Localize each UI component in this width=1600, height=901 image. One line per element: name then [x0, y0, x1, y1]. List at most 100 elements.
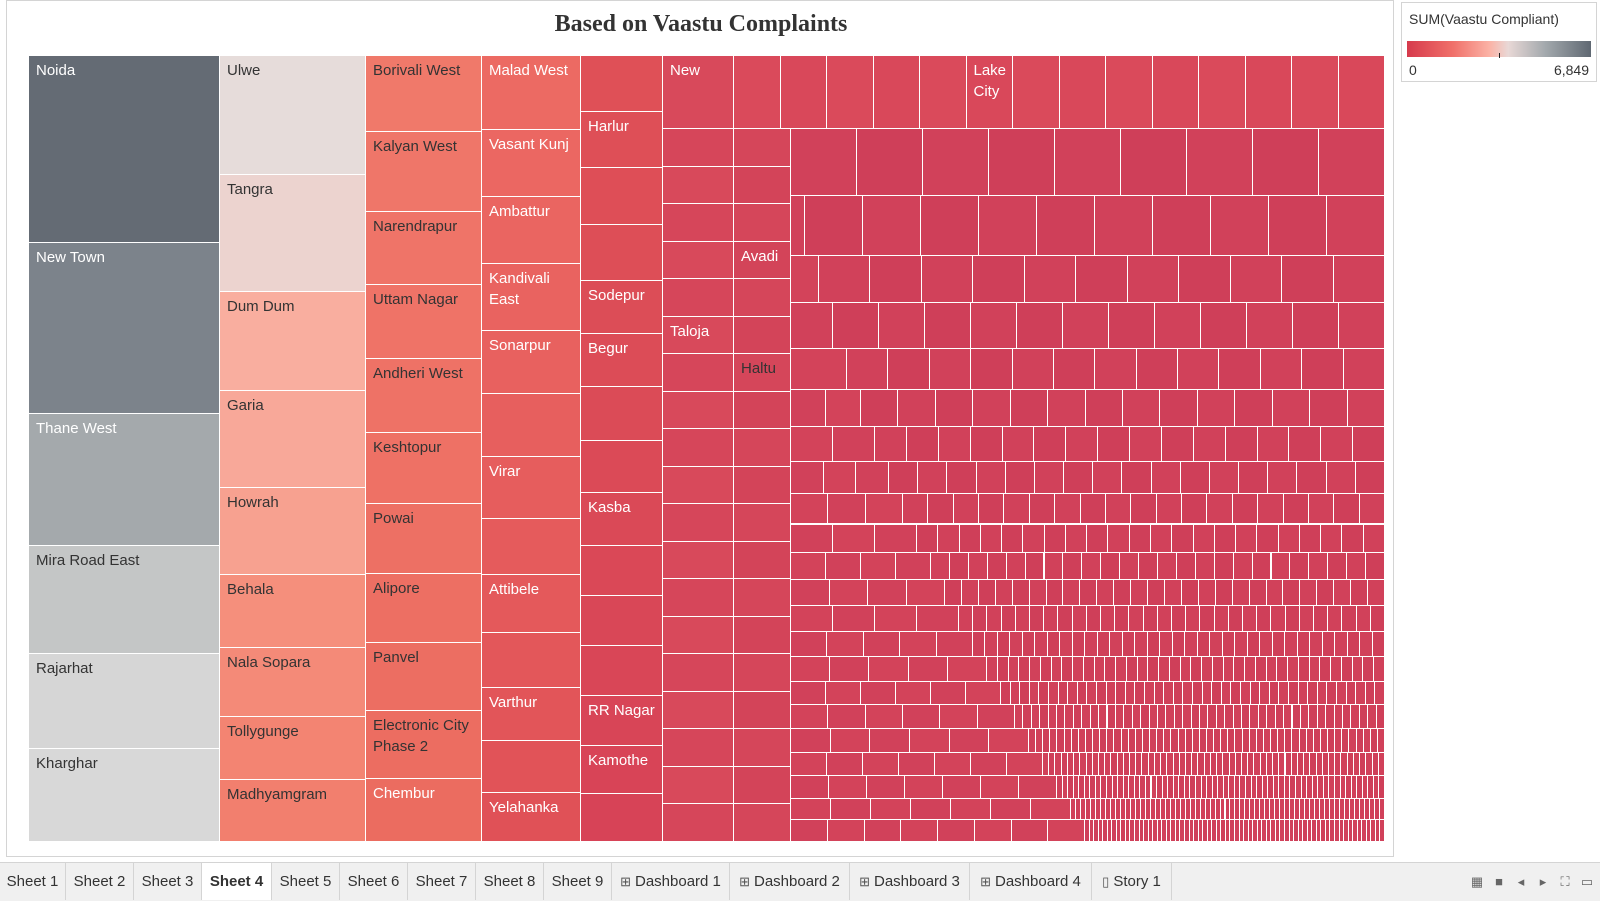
treemap-cell[interactable]	[791, 524, 833, 553]
treemap-cell[interactable]	[1240, 798, 1246, 821]
treemap-cell[interactable]	[1165, 798, 1171, 821]
treemap-cell[interactable]: New Town	[29, 242, 220, 415]
treemap-cell[interactable]	[1180, 461, 1210, 495]
treemap-cell[interactable]	[1205, 798, 1211, 821]
treemap-cell[interactable]	[1301, 775, 1308, 799]
treemap-cell[interactable]	[819, 255, 871, 304]
treemap-cell[interactable]: Dum Dum	[220, 292, 366, 392]
treemap-cell[interactable]	[1170, 798, 1176, 821]
treemap-cell[interactable]	[910, 729, 950, 754]
treemap-cell[interactable]	[1068, 775, 1074, 799]
treemap-cell[interactable]	[1347, 390, 1385, 427]
treemap-cell[interactable]	[1055, 129, 1121, 197]
treemap-cell[interactable]	[1020, 681, 1030, 706]
treemap-cell[interactable]	[1266, 579, 1284, 606]
treemap-cell[interactable]	[1194, 820, 1199, 842]
treemap-cell[interactable]	[976, 461, 1006, 495]
treemap-cell[interactable]	[1019, 656, 1031, 682]
treemap-cell[interactable]	[1308, 681, 1318, 706]
treemap-cell[interactable]	[1049, 681, 1059, 706]
treemap-cell[interactable]	[1366, 552, 1385, 580]
treemap-cell[interactable]	[1218, 775, 1224, 799]
treemap-cell[interactable]	[951, 798, 991, 821]
treemap-cell[interactable]	[1372, 753, 1379, 776]
treemap-cell[interactable]	[1209, 461, 1240, 495]
treemap-cell[interactable]: Ulwe	[220, 56, 366, 176]
treemap-cell[interactable]	[1322, 631, 1336, 657]
treemap-cell[interactable]	[1351, 705, 1360, 730]
treemap-cell[interactable]: Powai	[366, 504, 482, 574]
treemap-cell[interactable]	[1199, 729, 1207, 754]
treemap-cell[interactable]	[1242, 705, 1251, 730]
treemap-cell[interactable]	[1298, 820, 1304, 842]
treemap-cell[interactable]	[1153, 196, 1211, 256]
treemap-cell[interactable]	[1073, 775, 1080, 799]
treemap-cell[interactable]	[1272, 390, 1311, 427]
treemap-cell[interactable]	[1320, 729, 1329, 754]
treemap-cell[interactable]	[1221, 820, 1226, 842]
treemap-cell[interactable]	[1341, 656, 1353, 682]
treemap-cell[interactable]	[1234, 775, 1241, 799]
treemap-cell[interactable]	[1097, 579, 1115, 606]
treemap-cell[interactable]	[1314, 605, 1329, 632]
treemap-cell[interactable]: Borivali West	[366, 56, 482, 132]
treemap-cell[interactable]	[1329, 775, 1335, 799]
treemap-cell[interactable]	[1185, 729, 1193, 754]
treemap-cell[interactable]	[1363, 524, 1385, 553]
treemap-cell[interactable]	[1118, 775, 1124, 799]
treemap-cell[interactable]	[833, 303, 879, 349]
treemap-cell[interactable]	[1225, 705, 1234, 730]
treemap-cell[interactable]	[1340, 775, 1347, 799]
treemap-cell[interactable]	[1179, 255, 1231, 304]
treemap-cell[interactable]	[1334, 775, 1341, 799]
treemap-cell[interactable]	[1040, 656, 1052, 682]
treemap-cell[interactable]	[1130, 753, 1137, 776]
treemap-cell[interactable]	[791, 631, 828, 657]
treemap-cell[interactable]	[1157, 605, 1172, 632]
treemap-cell[interactable]	[1242, 729, 1250, 754]
sheet-tab-sheet-6[interactable]: Sheet 6	[340, 863, 408, 900]
treemap-cell[interactable]	[1105, 656, 1117, 682]
sheet-tab-sheet-4[interactable]: Sheet 4	[202, 863, 272, 900]
treemap-cell[interactable]	[1036, 729, 1044, 754]
treemap-cell[interactable]	[1002, 426, 1035, 462]
treemap-cell[interactable]	[734, 279, 791, 317]
treemap-cell[interactable]	[931, 681, 966, 706]
treemap-cell[interactable]	[1116, 656, 1127, 682]
treemap-cell[interactable]	[1351, 775, 1358, 799]
treemap-cell[interactable]	[1277, 656, 1289, 682]
treemap-cell[interactable]	[734, 429, 791, 467]
treemap-cell[interactable]	[1001, 681, 1011, 706]
treemap-cell[interactable]: Tangra	[220, 175, 366, 293]
treemap-cell[interactable]: Sodepur	[581, 280, 663, 335]
treemap-cell[interactable]	[1267, 705, 1276, 730]
treemap-cell[interactable]	[1310, 753, 1317, 776]
treemap-cell[interactable]	[1356, 605, 1371, 632]
treemap-cell[interactable]: Keshtopur	[366, 432, 482, 505]
treemap-cell[interactable]	[663, 354, 734, 392]
treemap-cell[interactable]	[1198, 820, 1204, 842]
color-legend[interactable]: SUM(Vaastu Compliant) 0 6,849	[1401, 2, 1597, 82]
treemap-cell[interactable]	[1005, 461, 1035, 495]
treemap-cell[interactable]	[1346, 775, 1352, 799]
treemap-cell[interactable]	[1007, 753, 1043, 776]
treemap-cell[interactable]	[1316, 820, 1322, 842]
treemap-cell[interactable]	[1257, 524, 1279, 553]
treemap-cell[interactable]	[1173, 775, 1180, 799]
treemap-cell[interactable]	[1172, 524, 1194, 553]
treemap-cell[interactable]	[1223, 775, 1230, 799]
treemap-cell[interactable]	[831, 798, 871, 821]
treemap-cell[interactable]	[581, 224, 663, 281]
treemap-cell[interactable]	[1279, 753, 1286, 776]
sheet-tab-sheet-5[interactable]: Sheet 5	[272, 863, 340, 900]
treemap-cell[interactable]	[1322, 753, 1330, 776]
treemap-cell[interactable]	[1151, 775, 1158, 799]
treemap-cell[interactable]	[979, 494, 1005, 525]
treemap-cell[interactable]	[1223, 753, 1230, 776]
treemap-cell[interactable]	[906, 426, 939, 462]
treemap-cell[interactable]	[1117, 753, 1124, 776]
treemap-cell[interactable]	[1195, 798, 1201, 821]
treemap-cell[interactable]	[1251, 775, 1258, 799]
treemap-cell[interactable]	[869, 656, 909, 682]
treemap-cell[interactable]	[482, 394, 581, 458]
